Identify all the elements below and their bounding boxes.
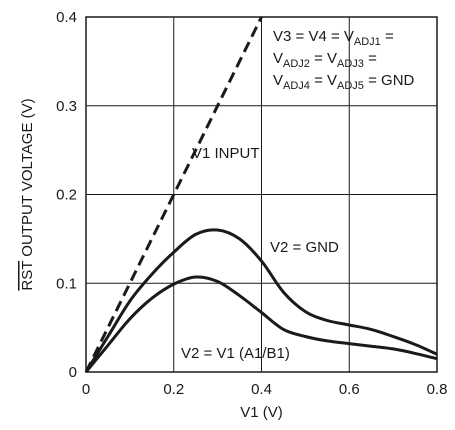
- y-axis-label: RST OUTPUT VOLTAGE (V): [19, 98, 36, 290]
- y-tick-label: 0.2: [56, 187, 77, 204]
- svg-text:V3 = V4 = VADJ1 =: V3 = V4 = VADJ1 =: [273, 28, 394, 48]
- series-label-v1-input: V1 INPUT: [192, 145, 260, 162]
- y-axis-label-rest: OUTPUT VOLTAGE (V): [19, 98, 36, 261]
- x-tick-label: 0.4: [251, 381, 272, 398]
- conditions-annotation: V3 = V4 = VADJ1 = VADJ2 = VADJ3 = VADJ4 …: [273, 28, 415, 92]
- y-tick-label: 0.1: [56, 275, 77, 292]
- series-line-2: [84, 275, 438, 373]
- x-tick-label: 0.8: [427, 381, 448, 398]
- y-axis-label-overline-part: RST: [19, 261, 36, 291]
- series-label-v2-v1: V2 = V1 (A1/B1): [181, 345, 290, 362]
- y-tick-label: 0.4: [56, 9, 77, 26]
- x-tick-label: 0.6: [339, 381, 360, 398]
- x-tick-label: 0: [82, 381, 90, 398]
- grid-lines: [86, 17, 437, 372]
- series-lines: [84, 16, 438, 373]
- y-tick-label: 0.3: [56, 98, 77, 115]
- series-label-v2-gnd: V2 = GND: [270, 239, 339, 256]
- series-line-0: [84, 16, 263, 373]
- svg-text:RST OUTPUT VOLTAGE (V): RST OUTPUT VOLTAGE (V): [19, 98, 36, 290]
- x-axis-label: V1 (V): [240, 404, 283, 421]
- x-tick-labels: 0 0.2 0.4 0.6 0.8: [82, 381, 448, 398]
- x-tick-label: 0.2: [163, 381, 184, 398]
- y-tick-label: 0: [69, 364, 77, 381]
- y-tick-labels: 0 0.1 0.2 0.3 0.4: [56, 9, 77, 381]
- svg-text:VADJ4 = VADJ5 = GND: VADJ4 = VADJ5 = GND: [273, 72, 415, 92]
- series-line-1: [84, 228, 438, 373]
- svg-text:VADJ2 = VADJ3 =: VADJ2 = VADJ3 =: [273, 50, 377, 70]
